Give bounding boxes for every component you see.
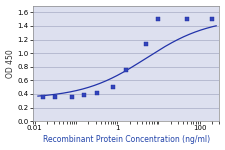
- X-axis label: Recombinant Protein Concentration (ng/ml): Recombinant Protein Concentration (ng/ml…: [43, 135, 210, 144]
- Y-axis label: OD 450: OD 450: [6, 49, 15, 78]
